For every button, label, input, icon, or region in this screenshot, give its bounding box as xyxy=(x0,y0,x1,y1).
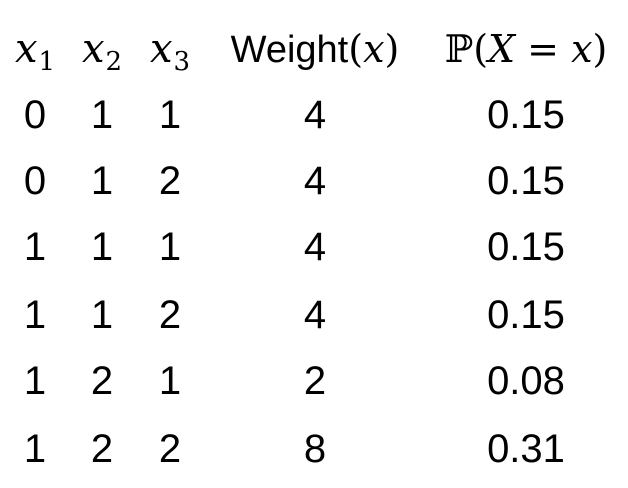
cell-x3: 1 xyxy=(158,359,182,403)
cell-weight: 4 xyxy=(303,159,327,203)
cell-x3: 2 xyxy=(158,159,182,203)
cell-weight: 4 xyxy=(303,93,327,137)
cell-probability: 0.15 xyxy=(487,159,565,203)
header-prob-close: ) xyxy=(592,27,608,71)
header-probability: ℙ(X = x) xyxy=(426,18,626,84)
cell-probability: 0.08 xyxy=(487,359,565,403)
header-x1: x1 xyxy=(4,18,66,84)
table-row: 0 1 1 4 0.15 xyxy=(0,82,628,148)
header-x2-sub: 2 xyxy=(105,47,123,77)
table-row: 1 1 1 4 0.15 xyxy=(0,214,628,280)
table-row: 1 1 2 4 0.15 xyxy=(0,282,628,348)
cell-probability: 0.15 xyxy=(487,93,565,137)
cell-probability: 0.15 xyxy=(487,225,565,269)
cell-weight: 8 xyxy=(303,427,327,471)
header-prob-open: ( xyxy=(473,27,489,71)
header-weight: Weight(x) xyxy=(210,18,420,84)
cell-weight: 2 xyxy=(303,359,327,403)
header-prob-eq: = xyxy=(515,27,572,71)
header-weight-var: x xyxy=(363,27,385,71)
header-x3: x3 xyxy=(138,18,202,84)
header-prob-var: x xyxy=(571,27,593,71)
cell-x2: 1 xyxy=(90,293,114,337)
cell-x1: 0 xyxy=(23,93,47,137)
header-weight-close: ) xyxy=(384,27,400,71)
table-row: 0 1 2 4 0.15 xyxy=(0,148,628,214)
cell-x3: 2 xyxy=(158,293,182,337)
header-weight-word: Weight xyxy=(230,29,349,71)
header-x2: x2 xyxy=(70,18,134,84)
cell-x3: 1 xyxy=(158,225,182,269)
cell-x2: 1 xyxy=(90,159,114,203)
header-x3-var: x xyxy=(149,26,173,72)
cell-x1: 1 xyxy=(23,359,47,403)
cell-probability: 0.31 xyxy=(487,427,565,471)
cell-x1: 1 xyxy=(23,225,47,269)
header-x1-var: x xyxy=(14,26,38,72)
header-x3-sub: 3 xyxy=(173,47,191,77)
cell-x3: 1 xyxy=(158,93,182,137)
cell-probability: 0.15 xyxy=(487,293,565,337)
table-header-row: x1 x2 x3 Weight(x) ℙ(X = x) xyxy=(0,18,628,84)
cell-x2: 1 xyxy=(90,225,114,269)
header-x2-var: x xyxy=(81,26,105,72)
header-prob-symbol: ℙ xyxy=(444,27,474,71)
header-weight-open: ( xyxy=(348,27,364,71)
cell-x3: 2 xyxy=(158,427,182,471)
header-prob-X: X xyxy=(488,27,516,71)
cell-x2: 2 xyxy=(90,359,114,403)
cell-weight: 4 xyxy=(303,293,327,337)
cell-weight: 4 xyxy=(303,225,327,269)
cell-x2: 2 xyxy=(90,427,114,471)
table-row: 1 2 2 8 0.31 xyxy=(0,416,628,482)
cell-x1: 1 xyxy=(23,293,47,337)
table-row: 1 2 1 2 0.08 xyxy=(0,348,628,414)
cell-x1: 0 xyxy=(23,159,47,203)
cell-x2: 1 xyxy=(90,93,114,137)
header-x1-sub: 1 xyxy=(38,47,56,77)
cell-x1: 1 xyxy=(23,427,47,471)
